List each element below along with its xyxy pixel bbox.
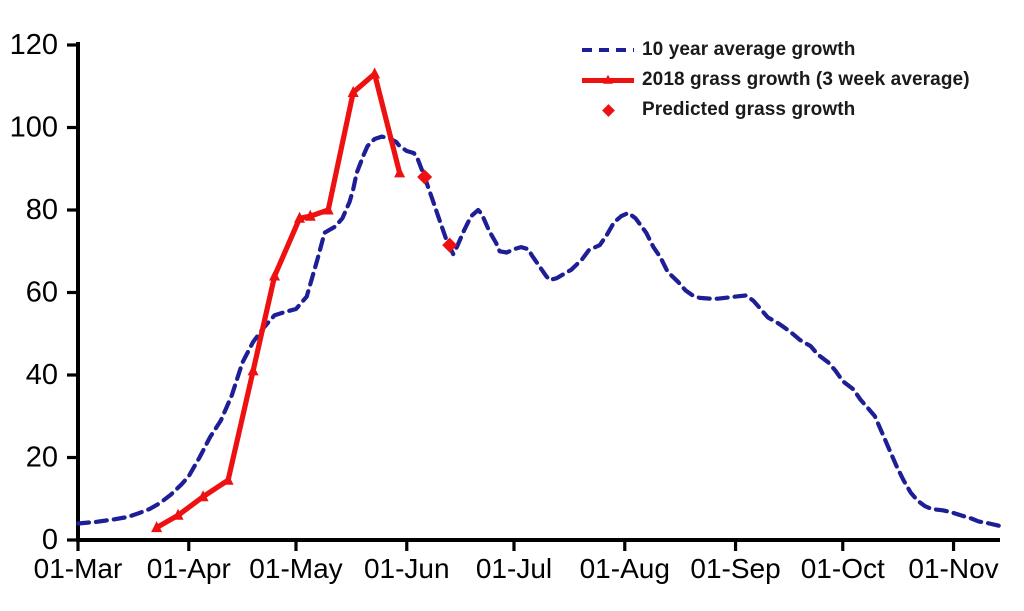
- growth-2018-triangle-marker: [304, 209, 316, 221]
- legend-label-2018-growth: 2018 grass growth (3 week average): [642, 69, 970, 90]
- growth-2018-triangle-marker: [269, 269, 281, 281]
- growth-2018-triangle-marker: [322, 203, 334, 215]
- x-tick-label: 01-Mar: [34, 553, 123, 584]
- legend-item-predicted-growth: Predicted grass growth: [582, 95, 970, 125]
- growth-2018-triangle-marker: [369, 67, 381, 79]
- y-tick-label: 20: [26, 442, 58, 474]
- growth-2018-triangle-marker: [197, 490, 209, 502]
- x-tick-label: 01-Jul: [476, 553, 552, 584]
- predicted-growth-diamond-marker: [442, 237, 458, 253]
- growth-2018-triangle-marker: [151, 521, 163, 533]
- growth-2018-triangle-marker: [294, 211, 306, 223]
- growth-2018-triangle-marker: [222, 473, 234, 485]
- legend-label-10-year-average: 10 year average growth: [642, 39, 856, 60]
- growth-2018-triangle-marker: [394, 166, 406, 178]
- y-tick-label: 40: [26, 359, 58, 391]
- predicted-growth-diamond-marker: [417, 169, 433, 185]
- growth-2018-line: [155, 71, 403, 530]
- x-tick-label: 01-Aug: [580, 553, 670, 584]
- red-solid-line-swatch-icon: [582, 73, 634, 87]
- y-tick-label: 60: [26, 277, 58, 309]
- x-tick-label: 01-Jun: [364, 553, 450, 584]
- y-tick-label: 100: [10, 112, 58, 144]
- growth-2018-triangle-marker: [247, 364, 259, 376]
- x-tick-label: 01-Apr: [147, 553, 231, 584]
- x-tick-label: 01-Oct: [801, 553, 885, 584]
- triangle-marker-icon: [603, 74, 613, 84]
- x-tick-label: 01-Sep: [690, 553, 780, 584]
- legend-item-10-year-average: 10 year average growth: [582, 35, 970, 65]
- blue-dashed-line-swatch-icon: [582, 43, 634, 57]
- x-tick-label: 01-Nov: [908, 553, 998, 584]
- legend-item-2018-growth: 2018 grass growth (3 week average): [582, 65, 970, 95]
- diamond-marker-icon: [601, 103, 615, 117]
- chart-legend: 10 year average growth 2018 grass growth…: [582, 35, 970, 125]
- x-tick-label: 01-May: [249, 553, 342, 584]
- legend-label-predicted-growth: Predicted grass growth: [642, 99, 856, 120]
- y-tick-label: 0: [42, 524, 58, 556]
- growth-2018-triangle-marker: [172, 508, 184, 520]
- ten-year-average-line: [75, 134, 1003, 529]
- red-diamond-swatch-icon: [582, 103, 634, 117]
- growth-2018-triangle-marker: [347, 85, 359, 97]
- y-tick-label: 120: [10, 29, 58, 61]
- y-tick-label: 80: [26, 194, 58, 226]
